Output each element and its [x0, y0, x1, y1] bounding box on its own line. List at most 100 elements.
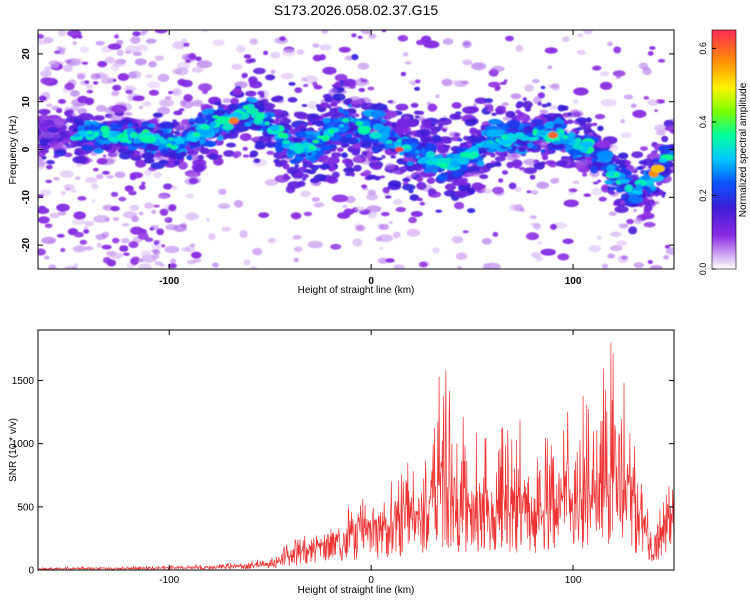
spectrogram-blob	[554, 177, 560, 182]
spectrogram-blob	[90, 73, 101, 80]
spectrogram-blob	[505, 35, 514, 42]
spectrogram-blob	[423, 168, 433, 174]
spectrogram-blob	[328, 129, 335, 134]
spectrogram-blob	[523, 167, 537, 175]
spectrogram-blob	[322, 117, 331, 124]
spectrogram-blob	[246, 107, 259, 114]
spectrogram-blob	[381, 155, 386, 159]
spectrogram-blob	[93, 215, 110, 223]
colorbar-tick-label: 0.2	[698, 189, 708, 202]
spectrogram-blob	[150, 118, 158, 125]
spectrogram-blob	[608, 211, 617, 216]
spectrogram-blob	[344, 172, 352, 177]
spectrogram-blob	[242, 154, 250, 158]
spectrogram-blob	[53, 117, 66, 125]
spectrogram-blob	[462, 230, 469, 234]
spectrogram-blob	[197, 154, 204, 161]
spectrogram-blob	[58, 130, 69, 138]
spectrogram-blob	[492, 186, 504, 195]
spectrogram-blob	[132, 138, 142, 144]
spectrogram-blob	[192, 159, 207, 167]
spectrogram-blob	[540, 85, 546, 90]
spectrogram-blob	[180, 222, 187, 229]
spectrogram-blob	[469, 171, 481, 177]
spectrogram-blob	[641, 158, 654, 166]
spectrogram-blob	[74, 118, 85, 126]
spectrogram-blob	[301, 104, 308, 107]
spectrogram-blob	[288, 144, 297, 151]
spectrogram-blob	[248, 97, 258, 103]
spectrogram-blob	[292, 137, 300, 142]
spectrogram-blob	[530, 118, 544, 125]
spectrogram-blob	[441, 78, 453, 87]
spectrogram-blob	[394, 147, 404, 152]
spectrogram-blob	[336, 147, 344, 153]
spectrogram-blob	[172, 41, 187, 50]
spectrogram-blob	[635, 166, 644, 171]
spectrogram-blob	[79, 239, 88, 245]
spectrogram-blob	[339, 124, 344, 128]
spectrogram-blob	[197, 127, 215, 136]
spectrogram-blob	[192, 156, 199, 160]
spectrogram-blob	[144, 169, 153, 176]
spectrogram-blob	[259, 122, 264, 126]
spectrogram-blob	[479, 168, 484, 173]
spectrogram-blob	[555, 117, 561, 121]
spectrogram-blob	[341, 152, 348, 159]
spectrogram-blob	[384, 162, 396, 171]
spectrogram-blob	[130, 70, 142, 79]
spectrogram-blob	[353, 164, 362, 172]
spectrogram-blob	[248, 122, 264, 131]
spectrogram-blob	[628, 176, 633, 181]
spectrogram-blob	[585, 153, 591, 158]
spectrogram-blob	[170, 145, 178, 150]
spectrogram-blob	[518, 146, 526, 153]
spectrogram-blob	[198, 83, 213, 92]
spectrogram-blob	[236, 45, 246, 54]
spectrogram-blob	[186, 154, 193, 161]
spectrogram-blob	[77, 196, 87, 201]
spectrogram-blob	[533, 162, 545, 170]
snr-y-tick-label: 1500	[12, 376, 35, 387]
colorbar-tick-label: 0.6	[698, 42, 708, 55]
spectrogram-blob	[63, 152, 73, 158]
spectrogram-blob	[254, 141, 267, 149]
spectrogram-blob	[448, 190, 454, 195]
spectrogram-blob	[515, 103, 523, 109]
spectrogram-blob	[127, 123, 133, 128]
spectrogram-blob	[421, 118, 432, 126]
spectrogram-blob	[418, 261, 428, 268]
spectrogram-blob	[174, 137, 186, 144]
spectrogram-blob	[643, 221, 656, 228]
spectrogram-blob	[86, 130, 93, 135]
spectrogram-blob	[357, 62, 370, 70]
spectrogram-blob	[283, 173, 289, 178]
spectrogram-blob	[402, 177, 411, 183]
spectrogram-blob	[462, 59, 473, 66]
spectrogram-blob	[297, 145, 302, 149]
spectrogram-blob	[506, 161, 515, 169]
spectrogram-blob	[531, 78, 540, 84]
spectrogram-blob	[568, 148, 581, 156]
spectrogram-blob	[583, 30, 593, 35]
spectrogram-blob	[319, 102, 330, 109]
spectrogram-blob	[112, 217, 120, 222]
spectrogram-blob	[293, 257, 299, 263]
spectrogram-blob	[173, 160, 180, 166]
spectrogram-blob	[517, 111, 524, 117]
spectrogram-blob	[658, 58, 666, 63]
spectrogram-blob	[459, 151, 471, 158]
spectrogram-blob	[432, 168, 438, 174]
spectrogram-blob	[231, 63, 243, 70]
spectrogram-blob	[71, 218, 85, 225]
spectrogram-blob	[481, 188, 492, 194]
spectrogram-blob	[557, 132, 565, 138]
spectrogram-blob	[453, 153, 461, 159]
spectrogram-blob	[95, 104, 107, 112]
spectrogram-blob	[350, 172, 356, 177]
spectrogram-blob	[322, 66, 337, 75]
spectrogram-blob	[380, 211, 390, 217]
spectrogram-blob	[66, 115, 77, 123]
spectrogram-blob	[153, 171, 163, 179]
